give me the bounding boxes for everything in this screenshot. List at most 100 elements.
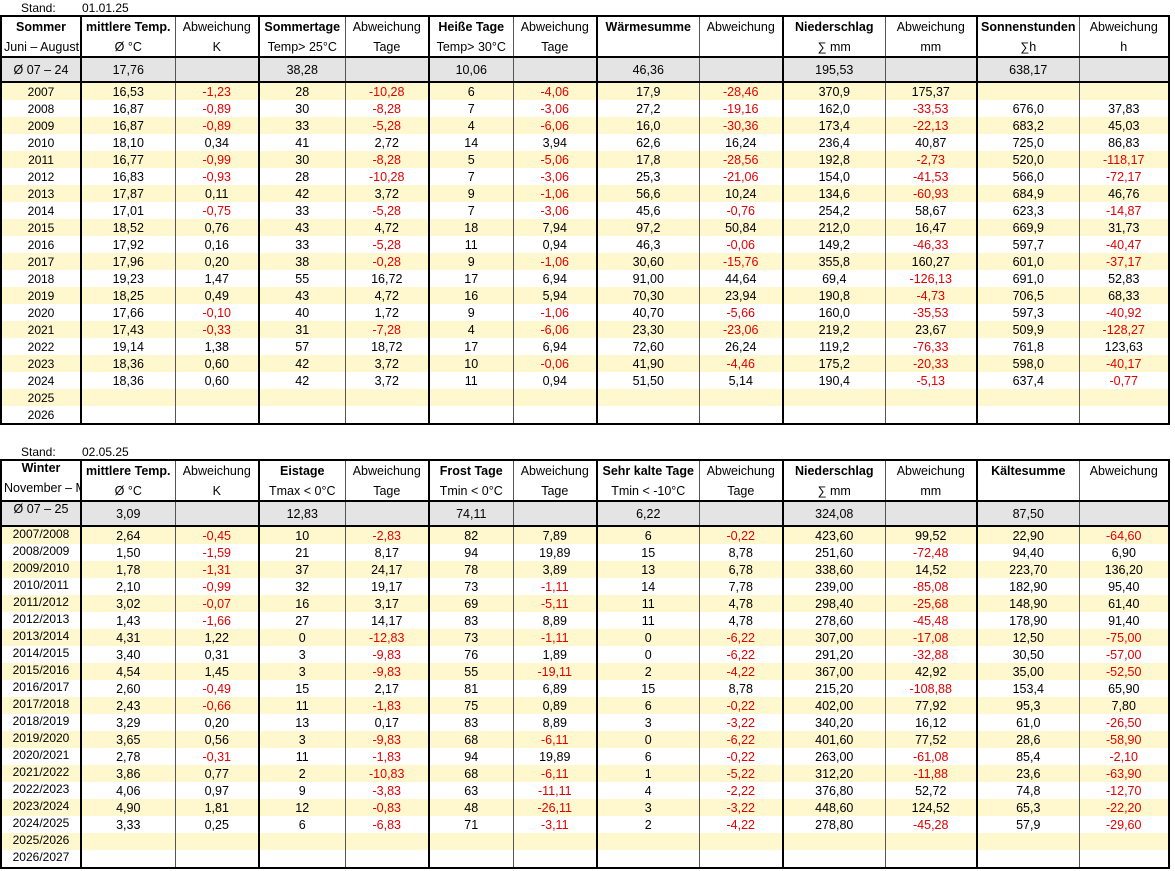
winter-data-row-cell: -0,66 <box>175 697 260 714</box>
winter-data-row-cell: 2,64 <box>80 526 176 544</box>
summer-data-row-cell: 0,94 <box>513 236 598 253</box>
summer-data-row-cell <box>976 389 1080 406</box>
summer-subheader-row-cell: Juni – August <box>0 37 82 57</box>
summer-data-row-cell: 30,60 <box>596 253 700 270</box>
winter-data-row-cell: -32,88 <box>885 646 978 663</box>
winter-data-row: 2011/2012 3,02 -0,07 16 3,17 69 -5,11 11 4,78 298… <box>0 595 1170 612</box>
winter-data-row-cell: 3 <box>596 714 700 731</box>
winter-data-row-cell: 30,50 <box>976 646 1080 663</box>
summer-data-row-cell: -0,93 <box>175 168 260 185</box>
winter-average-row-cell <box>175 500 260 527</box>
summer-data-row: 2015 18,52 0,76 43 4,72 18 7,94 97,2 50,84 212,0 1… <box>0 219 1170 236</box>
winter-data-row-cell: 4,54 <box>80 663 176 680</box>
summer-average-row-cell <box>699 56 784 83</box>
summer-header-row-cell: Niederschlag <box>782 15 886 37</box>
winter-subheader-row-cell: Tage <box>513 481 598 501</box>
summer-data-row-cell: 17 <box>428 270 514 287</box>
summer-data-row-cell: 17,92 <box>80 236 176 253</box>
winter-data-row-cell <box>699 833 784 850</box>
winter-data-row-cell: 2008/2009 <box>0 544 82 561</box>
summer-data-row-cell: 691,0 <box>976 270 1080 287</box>
summer-data-row-cell: 23,30 <box>596 321 700 338</box>
summer-data-row-cell: 23,67 <box>885 321 978 338</box>
winter-subheader-row-cell: Tmin < -10°C <box>596 481 700 501</box>
winter-subheader-row-cell <box>1079 481 1170 501</box>
winter-average-row-cell: 87,50 <box>976 500 1080 527</box>
winter-data-row-cell: -0,45 <box>175 526 260 544</box>
summer-data-row-cell: -40,47 <box>1079 236 1170 253</box>
winter-data-row: 2007/2008 2,64 -0,45 10 -2,83 82 7,89 6 -0,22 423… <box>0 526 1170 544</box>
winter-data-row-cell <box>699 850 784 868</box>
winter-data-row-cell: 2,60 <box>80 680 176 697</box>
summer-data-row-cell <box>1079 406 1170 424</box>
summer-data-row-cell: -60,93 <box>885 185 978 202</box>
winter-data-row-cell: 1 <box>596 765 700 782</box>
summer-data-row-cell: 162,0 <box>782 100 886 117</box>
winter-data-row-cell: 3 <box>258 646 346 663</box>
winter-data-row-cell: 0,17 <box>345 714 430 731</box>
summer-data-row: 2023 18,36 0,60 42 3,72 10 -0,06 41,90 -4,46 175,… <box>0 355 1170 372</box>
summer-data-row-cell <box>428 406 514 424</box>
summer-data-row-cell: 11 <box>428 236 514 253</box>
winter-data-row-cell: 76 <box>428 646 514 663</box>
summer-data-row-cell: -118,17 <box>1079 151 1170 168</box>
winter-data-row-cell: 7,80 <box>1079 697 1170 714</box>
summer-data-row-cell: 2020 <box>0 304 82 321</box>
summer-data-row-cell: 0,16 <box>175 236 260 253</box>
summer-data-row-cell: 2014 <box>0 202 82 219</box>
summer-data-row-cell: 18,72 <box>345 338 430 355</box>
summer-data-row-cell: 2007 <box>0 82 82 100</box>
winter-data-row-cell: 178,90 <box>976 612 1080 629</box>
summer-data-row-cell: 6 <box>428 82 514 100</box>
summer-data-row-cell: 355,8 <box>782 253 886 270</box>
winter-stand-date: 02.05.25 <box>82 445 129 459</box>
winter-data-row-cell: -0,22 <box>699 697 784 714</box>
winter-data-row-cell: 61,40 <box>1079 595 1170 612</box>
summer-subheader-row-cell: Ø °C <box>80 37 176 57</box>
winter-data-row-cell: 8,89 <box>513 714 598 731</box>
winter-data-row-cell: 77,52 <box>885 731 978 748</box>
winter-average-row-cell <box>699 500 784 527</box>
summer-header-row-cell: Abweichung <box>345 15 430 37</box>
winter-data-row-cell: 2009/2010 <box>0 561 82 578</box>
winter-data-row-cell: -108,88 <box>885 680 978 697</box>
winter-data-row-cell <box>428 850 514 868</box>
winter-data-row-cell: -63,90 <box>1079 765 1170 782</box>
summer-data-row-cell: -72,17 <box>1079 168 1170 185</box>
summer-data-row-cell: 2017 <box>0 253 82 270</box>
winter-data-row-cell: 3,89 <box>513 561 598 578</box>
winter-data-row-cell <box>596 850 700 868</box>
winter-data-row-cell: 15 <box>596 680 700 697</box>
winter-data-row-cell: -0,49 <box>175 680 260 697</box>
summer-data-row: 2008 16,87 -0,89 30 -8,28 7 -3,06 27,2 -19,16 162… <box>0 100 1170 117</box>
winter-data-row-cell <box>782 833 886 850</box>
winter-data-row-cell: 14,17 <box>345 612 430 629</box>
winter-data-row-cell: 2,17 <box>345 680 430 697</box>
winter-subheader-row-cell: ∑ mm <box>782 481 886 501</box>
summer-data-row-cell: 2,72 <box>345 134 430 151</box>
summer-data-row-cell: -76,33 <box>885 338 978 355</box>
summer-data-row-cell: -0,06 <box>699 236 784 253</box>
summer-data-row-cell: -5,13 <box>885 372 978 389</box>
summer-data-row-cell: 2015 <box>0 219 82 236</box>
summer-average-row-cell <box>513 56 598 83</box>
summer-data-row-cell: -10,28 <box>345 168 430 185</box>
winter-data-row-cell: 3,86 <box>80 765 176 782</box>
summer-data-row-cell: 3,72 <box>345 372 430 389</box>
summer-data-row-cell: -4,73 <box>885 287 978 304</box>
winter-data-row-cell: -26,11 <box>513 799 598 816</box>
summer-data-row-cell: 1,47 <box>175 270 260 287</box>
winter-data-row-cell: -29,60 <box>1079 816 1170 833</box>
winter-data-row: 2014/2015 3,40 0,31 3 -9,83 76 1,89 0 -6,22 291,2… <box>0 646 1170 663</box>
winter-data-row-cell: 77,92 <box>885 697 978 714</box>
winter-data-row-cell: 3,29 <box>80 714 176 731</box>
winter-data-row-cell: 6,89 <box>513 680 598 697</box>
summer-data-row-cell: 9 <box>428 253 514 270</box>
summer-data-row-cell: 16,72 <box>345 270 430 287</box>
winter-data-row-cell: 12 <box>258 799 346 816</box>
summer-data-row-cell: 3,94 <box>513 134 598 151</box>
summer-data-row-cell: 43 <box>258 287 346 304</box>
summer-data-row-cell: -3,06 <box>513 202 598 219</box>
winter-data-row-cell: -12,83 <box>345 629 430 646</box>
summer-data-row-cell: -23,06 <box>699 321 784 338</box>
